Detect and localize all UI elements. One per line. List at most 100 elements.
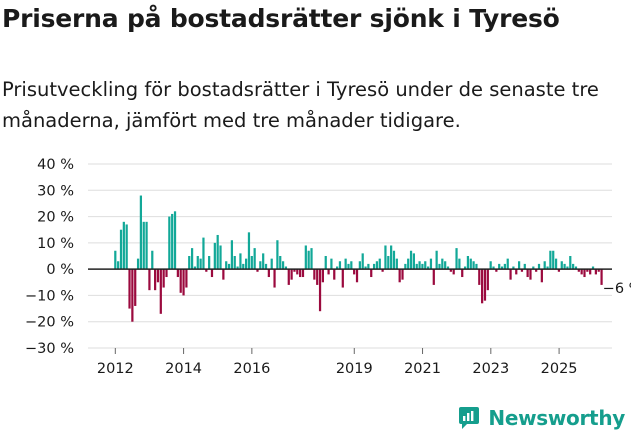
bar-positive [347,263,350,270]
bar-positive [119,229,123,270]
bar-negative [316,269,319,285]
bar-negative [182,269,185,296]
bar-positive [552,250,555,270]
bar-positive [236,266,239,270]
bar-negative [597,269,600,272]
bar-positive [276,240,279,270]
bar-positive [415,263,418,270]
bar-positive [469,258,472,270]
bar-negative [327,269,330,275]
bar-positive [498,263,501,270]
bar-negative [540,269,543,283]
bar-positive [517,261,521,270]
bar-positive [375,261,379,270]
bar-negative [176,269,179,278]
bar-negative [557,269,561,272]
bar-negative [509,269,512,280]
bar-positive [145,221,148,270]
bar-negative [222,269,225,280]
bar-negative [515,269,518,275]
axis-labels: 40 % 30 % 20 % 10 % 0 % −10 % −20 % −30 % 2012 20… [25,157,631,377]
bar-positive [264,263,268,270]
bar-negative [600,269,603,285]
bar-positive [367,263,370,270]
bar-negative [580,269,583,275]
bar-negative [290,269,293,280]
bar-negative [461,269,464,278]
bar-positive [563,263,566,270]
bar-positive [307,250,310,270]
bar-positive [543,261,546,270]
bar-positive [384,245,387,270]
x-tick-label: 2016 [233,361,270,377]
x-tick-label: 2025 [541,361,578,377]
x-tick-label: 2019 [336,361,373,377]
bar-positive [441,258,444,270]
y-tick-label: 20 % [37,210,74,226]
bar-positive [262,253,265,270]
bar-positive [284,266,288,270]
bar-positive [202,237,205,270]
bar-positive [429,258,433,270]
y-tick-label: −20 % [25,315,74,331]
bar-positive [344,258,347,270]
bar-negative [267,269,270,278]
chart-title: Priserna på bostadsrätter sjönk i Tyresö [2,4,560,33]
bar-positive [554,258,558,270]
bar-negative [526,269,529,278]
bar-positive [427,266,430,270]
bar-positive [142,221,145,270]
bar-negative [355,269,359,283]
y-tick-label: 10 % [37,236,74,252]
bar-positive [523,263,526,270]
bar-positive [259,261,262,270]
bar-negative [128,269,131,309]
bar-negative [321,269,324,283]
bar-negative [210,269,214,278]
brand-name: Newsworthy [488,406,625,430]
bar-negative [296,269,299,275]
bar-positive [245,258,248,270]
bar-negative [535,269,538,272]
bar-positive [304,245,307,270]
y-tick-label: −10 % [25,288,74,304]
bar-positive [114,250,117,270]
bar-negative [577,269,580,272]
bar-negative [341,269,344,288]
bar-positive [392,250,396,270]
bar-positive [188,256,191,270]
bar-positive [466,256,470,270]
bar-negative [154,269,157,291]
bar-positive [569,256,572,270]
bar-negative [313,269,316,280]
bar-negative [353,269,356,275]
bar-positive [310,248,313,270]
bar-positive [372,263,376,270]
bar-negative [583,269,586,278]
bar-positive [219,245,222,270]
bar-negative [162,269,165,288]
bar-positive [512,266,515,270]
bar-positive [136,258,140,270]
x-tick-label: 2012 [97,361,134,377]
bar-positive [566,266,569,270]
bar-negative [179,269,182,293]
bar-positive [532,266,535,270]
bar-negative [301,269,305,278]
bar-positive [247,232,251,270]
x-tick-label: 2023 [472,361,509,377]
brand[interactable]: Newsworthy [456,405,625,431]
bar-positive [421,263,424,270]
bar-positive [193,266,197,270]
bar-negative [256,269,259,272]
bar-positive [233,256,236,270]
bar-positive [330,258,333,270]
bar-positive [463,266,467,270]
bar-positive [338,261,342,270]
bar-negative [165,269,168,278]
bar-negative [486,269,489,291]
bar-positive [230,240,234,270]
bar-negative [287,269,290,285]
bar-positive [324,256,327,270]
bar-positive [139,195,143,270]
